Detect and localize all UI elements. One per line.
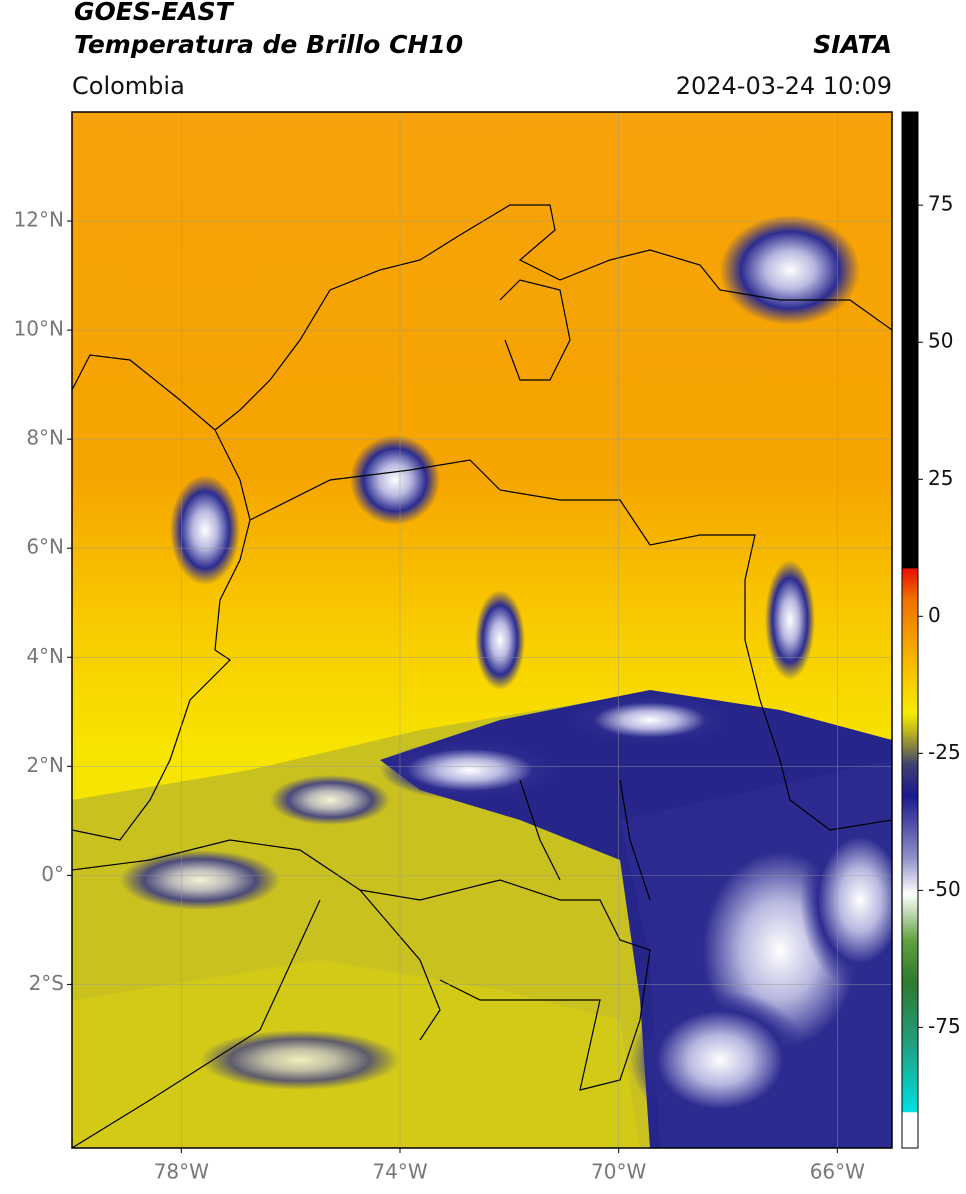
lat-label: 12°N [14,208,64,232]
lat-label: 0° [41,862,64,886]
colorbar-label: -25 [928,740,961,764]
lon-label: 66°W [810,1160,865,1184]
colorbar-label: 75 [928,192,953,216]
colorbar-label: 0 [928,603,941,627]
lon-label: 78°W [154,1160,209,1184]
colorbar-label: -75 [928,1014,961,1038]
subtitle: Temperatura de Brillo CH10 [74,30,463,59]
lat-label: 4°N [26,644,64,668]
colorbar-label: -50 [928,877,961,901]
source: SIATA [813,30,892,59]
region: Colombia [72,72,185,100]
lat-label: 2°N [26,753,64,777]
title: GOES-EAST [74,0,235,26]
colorbar-label: 25 [928,466,953,490]
colorbar [901,111,919,1149]
timestamp: 2024-03-24 10:09 [676,72,892,100]
lat-label: 2°S [29,971,64,995]
satellite-image [72,112,892,1148]
lat-label: 6°N [26,535,64,559]
lat-label: 10°N [14,317,64,341]
map-frame [71,111,893,1149]
lon-label: 70°W [591,1160,646,1184]
lon-label: 74°W [372,1160,427,1184]
lat-label: 8°N [26,426,64,450]
colorbar-label: 50 [928,329,953,353]
